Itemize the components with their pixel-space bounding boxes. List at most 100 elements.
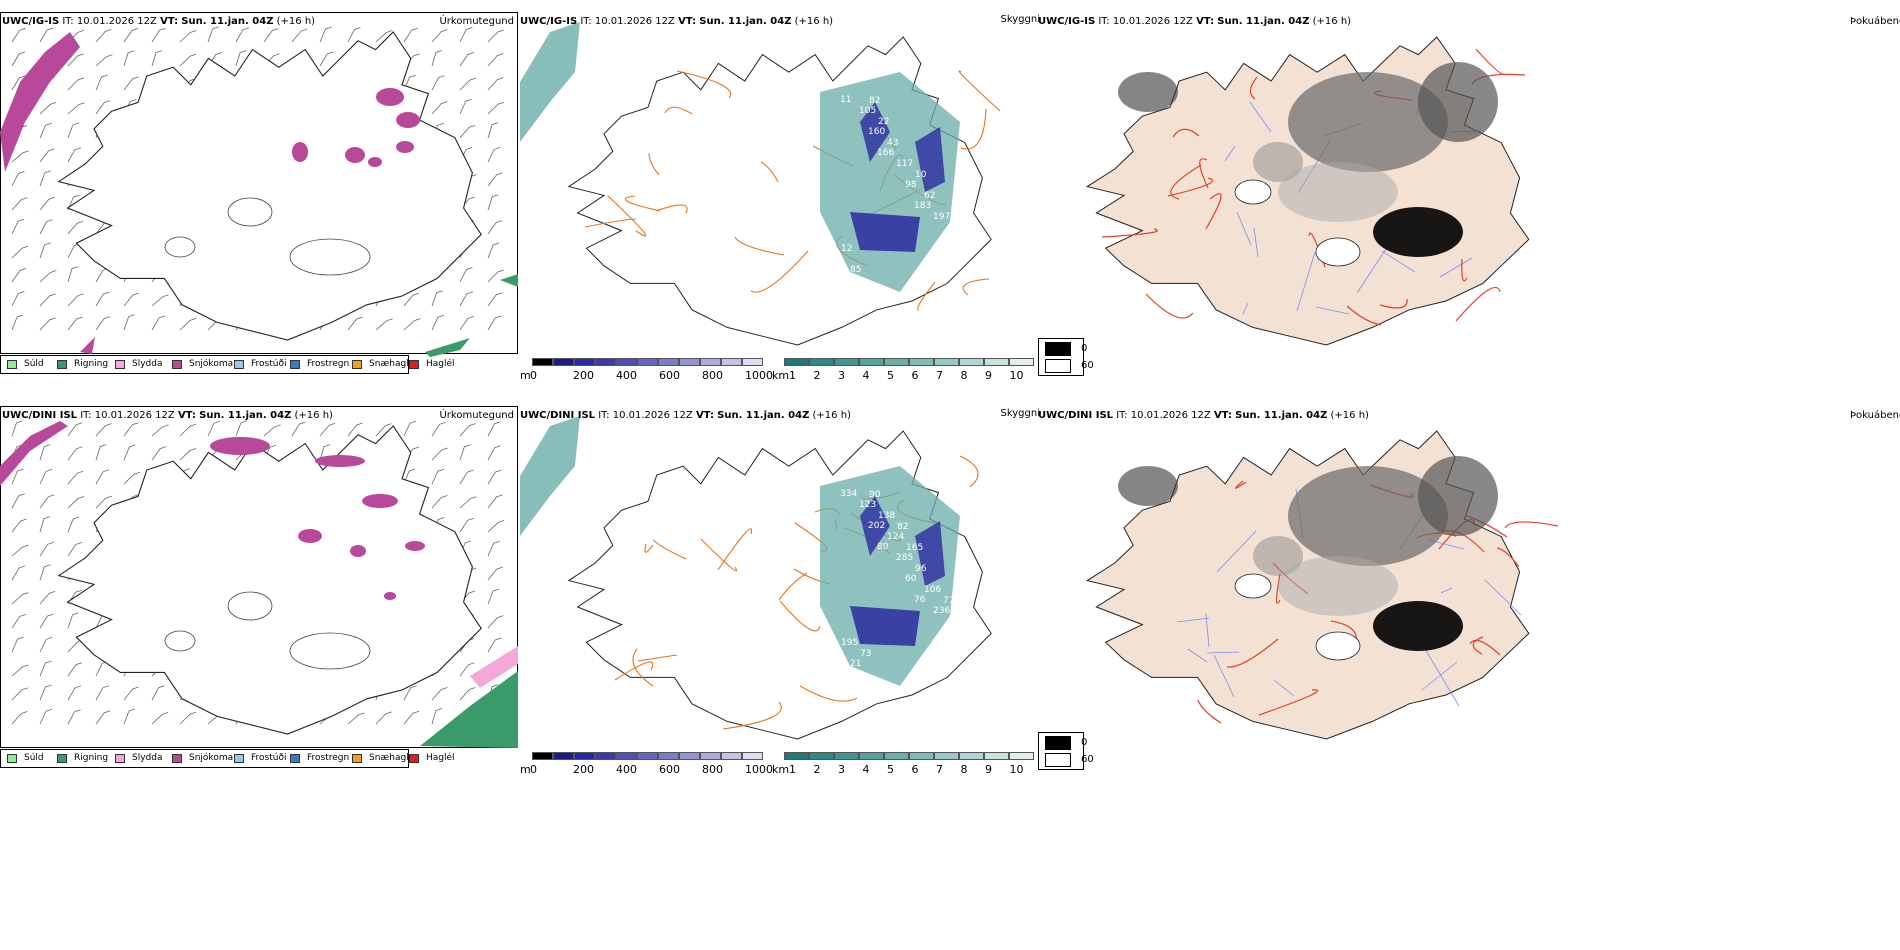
colorbar-tick-label: 10 (1009, 369, 1024, 382)
road (1205, 193, 1222, 230)
wind-barb (431, 687, 448, 701)
legend-swatch (409, 359, 419, 369)
ceiling-label: 73 (860, 649, 871, 659)
fog-legend-swatch (1045, 342, 1071, 356)
river (1242, 302, 1249, 315)
wind-barb (179, 448, 197, 461)
rain-area (500, 274, 518, 287)
ceiling-label: 90 (869, 490, 881, 500)
wind-barb (179, 711, 197, 725)
legend-label: Haglél (426, 753, 455, 763)
colorbar-segment (637, 752, 658, 760)
wind-barb (487, 469, 502, 485)
wind-barb (123, 708, 136, 725)
panel-header: UWC/DINI ISL IT: 10.01.2026 12Z VT: Sun.… (520, 410, 851, 421)
wind-barb (151, 685, 165, 701)
river (1206, 651, 1240, 654)
fog-indicator-area (1288, 466, 1448, 566)
river (1176, 617, 1210, 623)
river (1273, 679, 1295, 697)
wind-barb (487, 122, 499, 139)
road (624, 195, 661, 212)
wind-barb (347, 422, 363, 437)
legend-item: Rigning (57, 356, 108, 372)
legend-swatch (409, 753, 419, 763)
ceiling-label: 334 (840, 489, 857, 499)
snow-area (405, 541, 425, 551)
wind-barb (39, 122, 52, 139)
legend-label: Snæhagl (369, 753, 409, 763)
colorbar-segment (742, 752, 763, 760)
precip-type-map (0, 12, 518, 357)
wind-barb (459, 52, 475, 67)
fog-indicator-area (1418, 456, 1498, 536)
wind-barb (123, 686, 139, 701)
road (637, 654, 678, 662)
snow-area (396, 112, 420, 128)
road (917, 281, 936, 311)
colorbar-segment (658, 752, 679, 760)
wind-barb (431, 290, 443, 307)
low-ceiling-area (860, 496, 890, 556)
legend-item: Súld (7, 356, 44, 372)
wind-barb (319, 51, 334, 67)
legend-swatch (290, 753, 300, 763)
wind-barb (151, 50, 163, 67)
wind-barb (403, 292, 420, 307)
it-label: IT: (80, 410, 92, 421)
ceiling-label: 89 (952, 617, 964, 627)
snow-area (376, 88, 404, 106)
road (962, 278, 990, 296)
colorbar-tick-label: 7 (936, 763, 943, 776)
ceiling-label: 106 (924, 585, 941, 595)
fog-legend-label: 0 (1081, 343, 1088, 354)
vt-value: Sun. 11.jan. 04Z (1217, 16, 1310, 27)
colorbar-segment (574, 752, 595, 760)
ceiling-label: 117 (896, 159, 913, 169)
wind-barb (39, 637, 53, 653)
ceiling-label: 82 (897, 522, 908, 532)
wind-barb (95, 685, 110, 701)
fog-legend-swatch (1045, 359, 1071, 373)
colorbar-segment (574, 358, 595, 366)
wind-barb (431, 495, 448, 509)
wind-barb (95, 710, 111, 725)
road (1172, 128, 1200, 138)
legend-item: Slydda (115, 356, 162, 372)
wind-barb (375, 30, 393, 43)
low-ceiling-area (860, 102, 890, 162)
wind-barb (67, 53, 84, 67)
fog-indicator-area (1253, 536, 1303, 576)
wind-barb (67, 122, 80, 139)
model-name: UWC/IG-IS (520, 16, 578, 27)
fog-legend-swatch (1045, 736, 1071, 750)
wind-barb (431, 708, 442, 725)
wind-barb (151, 315, 166, 331)
river (1253, 227, 1259, 258)
legend-label: Frostúði (251, 359, 287, 369)
wind-barb (39, 293, 56, 307)
colorbar-segment (721, 752, 742, 760)
legend-swatch (352, 359, 362, 369)
colorbar-segment (834, 358, 859, 366)
ceiling-label: 166 (877, 148, 894, 158)
snow-area (384, 592, 396, 600)
wind-barb (487, 53, 504, 67)
road (1346, 305, 1382, 326)
colorbar-segment (616, 752, 637, 760)
glacier-outline (1315, 631, 1361, 661)
wind-barb (39, 270, 57, 283)
ceiling-label: 11 (840, 95, 851, 105)
wind-barb (123, 292, 139, 307)
glacier-outline (227, 197, 273, 227)
lead-time: (+16 h) (294, 410, 333, 421)
road (1101, 228, 1158, 238)
vt-value: Sun. 11.jan. 04Z (699, 16, 792, 27)
wind-barb (375, 711, 392, 725)
legend-label: Rigning (74, 359, 109, 369)
wind-barb (11, 245, 29, 259)
lead-time: (+16 h) (812, 410, 851, 421)
wind-barb (487, 445, 501, 461)
colorbar-tick-label: 9 (985, 763, 992, 776)
ceiling-label: 82 (869, 96, 880, 106)
